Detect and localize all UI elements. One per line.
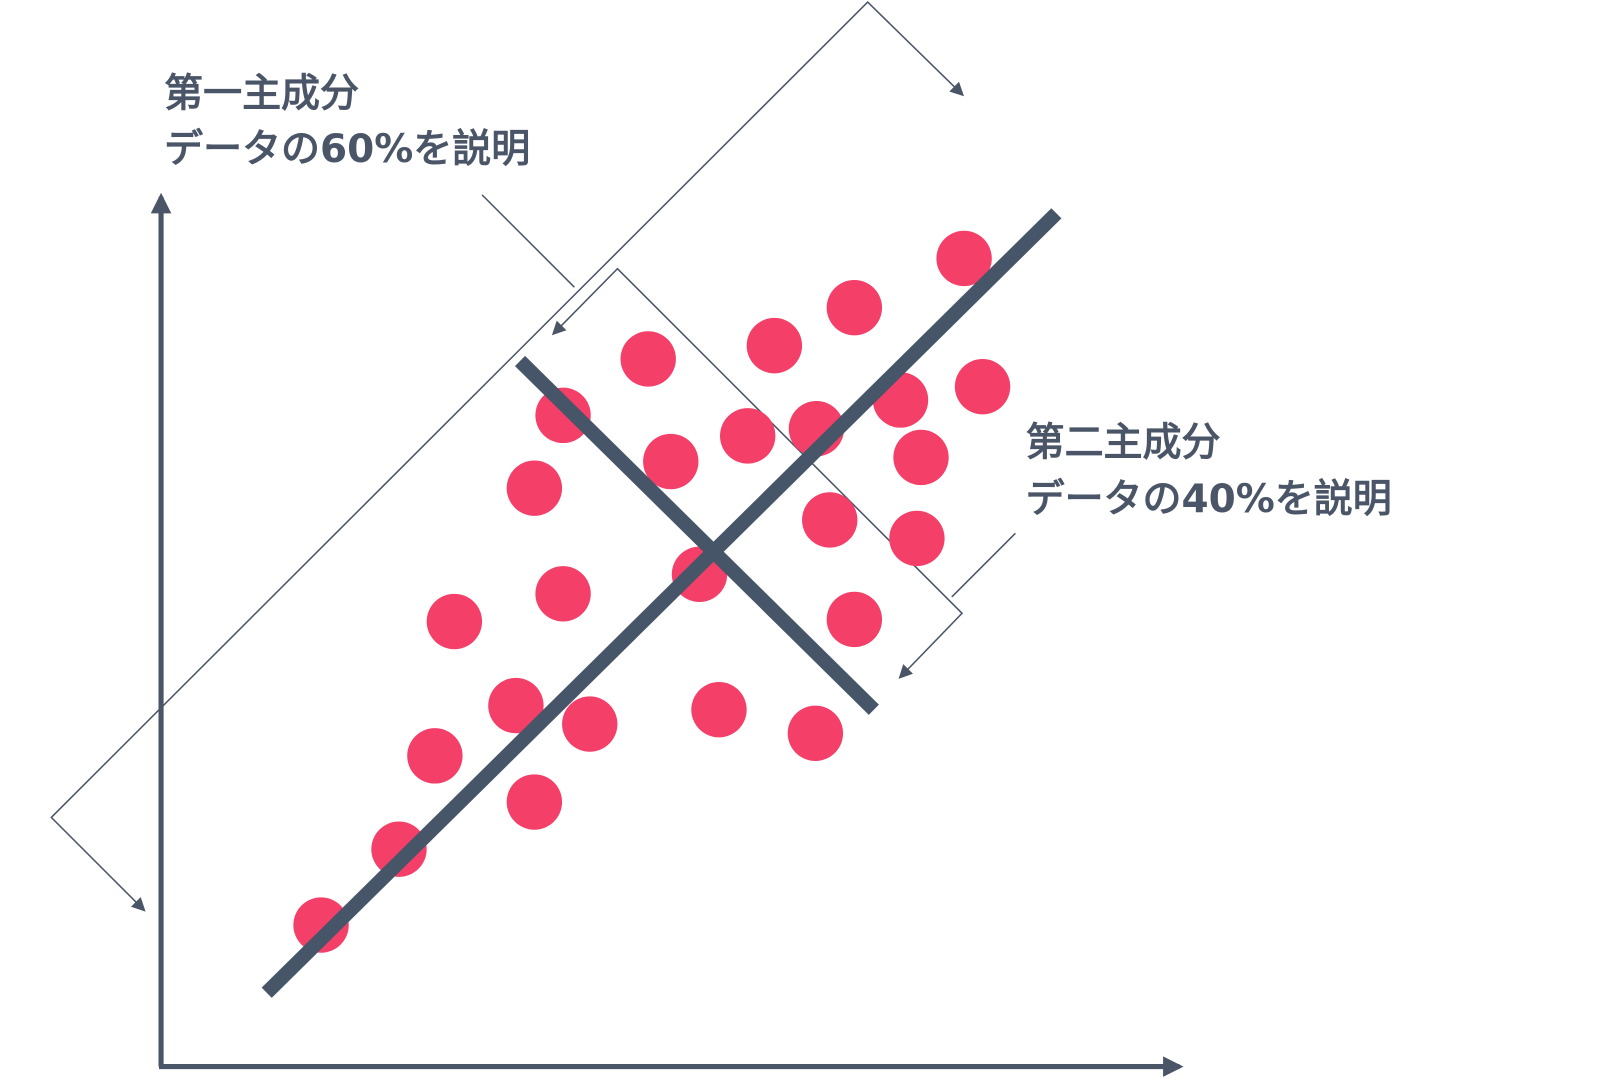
pc2-title: 第二主成分 <box>1026 420 1221 465</box>
point <box>506 774 563 830</box>
point <box>802 492 858 548</box>
point <box>488 677 544 734</box>
point <box>826 279 883 336</box>
point <box>506 460 563 516</box>
point <box>826 591 883 648</box>
point <box>691 682 747 738</box>
point <box>426 593 483 650</box>
point <box>535 566 591 622</box>
point <box>535 387 591 444</box>
pc1-leader <box>481 194 575 288</box>
point <box>720 408 776 464</box>
point <box>407 728 463 784</box>
point <box>889 510 945 567</box>
pc2-bracket <box>551 267 964 679</box>
pc1-title: 第一主成分 <box>164 72 359 117</box>
point <box>643 433 699 490</box>
points <box>293 230 1011 953</box>
pc1-line <box>261 208 1062 998</box>
point <box>787 705 844 761</box>
point <box>893 429 949 486</box>
pc2-leader <box>951 532 1016 598</box>
point <box>954 358 1011 415</box>
point <box>293 897 349 953</box>
pc1-description: データの60%を説明 <box>164 127 530 172</box>
point <box>620 331 676 387</box>
point <box>562 696 618 752</box>
point <box>746 317 803 374</box>
point <box>371 821 427 877</box>
pc2-description: データの40%を説明 <box>1026 477 1392 522</box>
pc1-bracket <box>50 0 965 912</box>
pc2-line <box>514 355 879 715</box>
point <box>936 230 992 287</box>
